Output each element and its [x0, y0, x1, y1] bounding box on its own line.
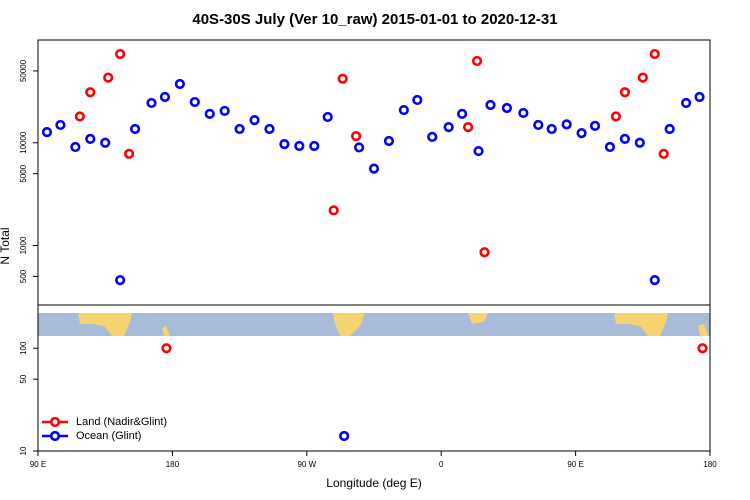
y-tick-label: 10: [19, 446, 28, 455]
point: [322, 111, 333, 123]
point: [103, 72, 114, 83]
point: [55, 119, 66, 131]
x-tick-label: 90 E: [567, 460, 583, 469]
point: [457, 108, 468, 119]
point: [115, 275, 126, 286]
point: [279, 139, 290, 150]
y-tick-label: 100: [19, 341, 28, 355]
point: [412, 94, 423, 106]
x-tick-label: 180: [166, 460, 180, 469]
point: [637, 72, 648, 83]
point: [479, 247, 490, 258]
point: [204, 108, 215, 119]
point: [443, 122, 454, 133]
point: [337, 73, 348, 84]
point: [589, 120, 601, 131]
point: [123, 148, 135, 159]
x-tick-label: 180: [703, 460, 717, 469]
point: [427, 131, 438, 143]
y-tick-label: 500: [19, 269, 28, 283]
x-axis-label: Longitude (deg E): [326, 476, 421, 490]
point: [309, 140, 320, 152]
point: [264, 123, 275, 135]
x-tick-label: 90 E: [30, 460, 46, 469]
point: [634, 137, 645, 148]
point: [383, 135, 395, 147]
point: [697, 343, 708, 354]
point: [70, 141, 81, 153]
point: [462, 122, 474, 133]
point: [485, 99, 496, 111]
point: [161, 343, 172, 354]
point: [604, 141, 616, 153]
point: [610, 111, 622, 122]
point: [249, 115, 260, 126]
point: [328, 205, 339, 216]
point: [561, 119, 572, 130]
point: [85, 133, 96, 145]
point: [658, 148, 669, 159]
legend-marker: [49, 430, 61, 442]
x-tick-label: 0: [439, 460, 444, 469]
legend-label: Ocean (Glint): [76, 430, 141, 442]
point: [619, 133, 630, 145]
point: [350, 131, 362, 142]
point: [339, 430, 350, 442]
point: [518, 107, 529, 119]
point: [74, 111, 85, 122]
point: [471, 55, 483, 67]
map-strip: [38, 313, 710, 336]
point: [681, 97, 692, 109]
y-tick-label: 5000: [19, 164, 28, 182]
point: [546, 123, 557, 135]
point: [576, 128, 587, 139]
point: [174, 78, 185, 90]
plot-frame: [37, 39, 711, 452]
y-tick-label: 50000: [19, 59, 28, 82]
point: [398, 104, 409, 116]
point: [100, 137, 111, 148]
point: [368, 163, 380, 174]
point: [353, 142, 365, 153]
y-tick-label: 50: [19, 374, 28, 383]
point: [146, 97, 157, 109]
point: [649, 48, 660, 60]
chart-title: 40S-30S July (Ver 10_raw) 2015-01-01 to …: [192, 11, 557, 28]
point: [649, 275, 660, 286]
point: [159, 91, 171, 103]
point: [619, 87, 630, 98]
point: [234, 123, 245, 135]
y-axis-label: N Total: [0, 227, 12, 264]
x-tick-label: 90 W: [297, 460, 316, 469]
point: [189, 96, 200, 108]
point: [115, 48, 126, 60]
point: [694, 91, 705, 103]
point: [85, 87, 96, 98]
y-tick-label: 1000: [19, 236, 28, 254]
point: [219, 105, 230, 117]
point: [294, 140, 305, 152]
point: [664, 123, 675, 135]
legend-marker: [49, 416, 61, 428]
point: [129, 123, 141, 135]
point: [533, 119, 544, 131]
point: [41, 126, 53, 138]
y-tick-label: 10000: [19, 131, 28, 154]
legend-label: Land (Nadir&Glint): [76, 416, 167, 428]
point: [501, 102, 513, 114]
point: [473, 145, 484, 157]
